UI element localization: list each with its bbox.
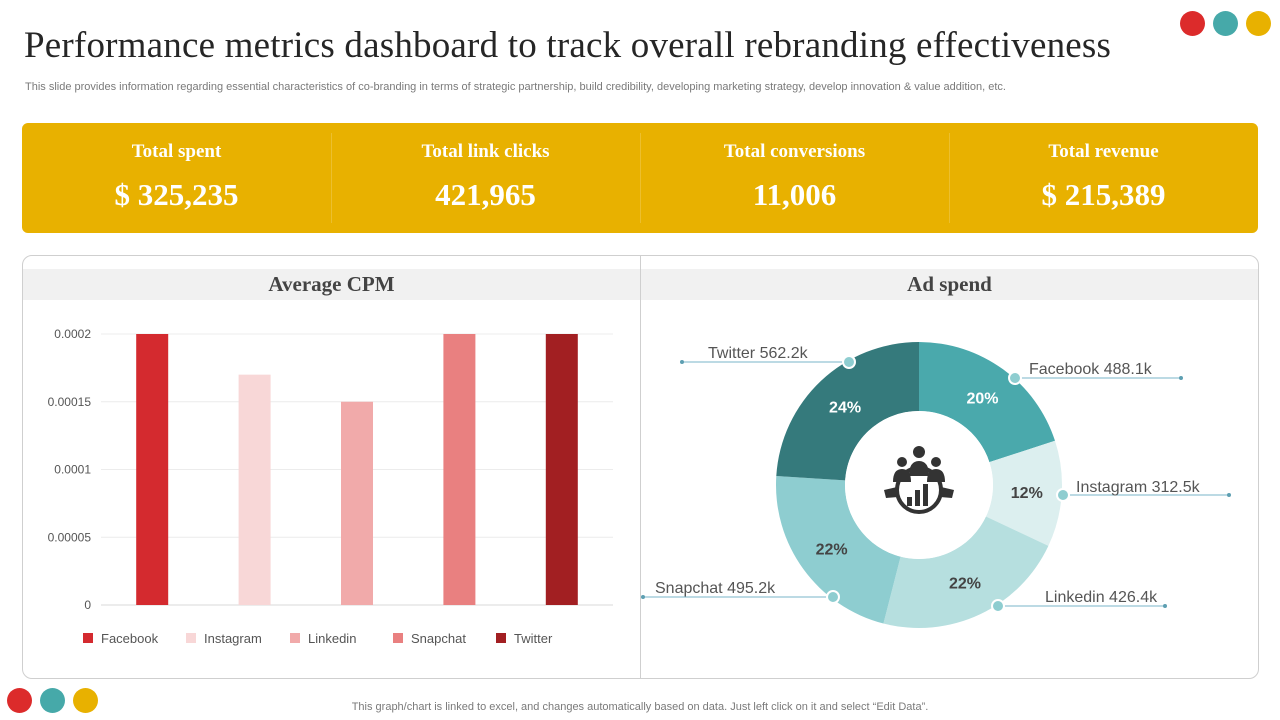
decor-dot-teal bbox=[1213, 11, 1238, 36]
leader-dot-instagram bbox=[1056, 488, 1070, 502]
slice-twitter bbox=[776, 342, 919, 481]
kpi-label: Total conversions bbox=[723, 141, 866, 162]
kpi-value: $ 215,389 bbox=[1041, 177, 1166, 212]
callout-label-instagram: Instagram 312.5k bbox=[1076, 479, 1201, 496]
slice-percent-facebook: 20% bbox=[966, 391, 998, 408]
legend-swatch-linkedin bbox=[290, 633, 300, 643]
y-tick-label: 0.00005 bbox=[48, 530, 92, 544]
slice-percent-twitter: 24% bbox=[829, 399, 861, 416]
bar-facebook bbox=[136, 334, 169, 605]
decor-dot-red bbox=[1180, 11, 1205, 36]
kpi-value: 421,965 bbox=[435, 177, 536, 212]
bar-snapchat bbox=[443, 334, 476, 605]
kpi-label: Total revenue bbox=[1048, 141, 1159, 162]
bar-instagram bbox=[238, 374, 271, 605]
decor-dot-gold bbox=[1246, 11, 1271, 36]
bar-linkedin bbox=[341, 401, 373, 605]
leader-end-facebook bbox=[1179, 376, 1183, 380]
kpi-total-revenue: Total revenue $ 215,389 bbox=[949, 123, 1258, 233]
y-tick-label: 0 bbox=[84, 598, 91, 612]
ad-spend-donut-chart[interactable]: 20% 12% 22% 22% 24% Facebook 488.1k Instagram … bbox=[641, 305, 1257, 675]
decor-dots-bottom bbox=[7, 688, 98, 713]
legend-label-instagram: Instagram bbox=[204, 631, 262, 646]
decor-dot-gold bbox=[73, 688, 98, 713]
slice-percent-instagram: 12% bbox=[1011, 485, 1043, 502]
legend-swatch-instagram bbox=[186, 633, 196, 643]
y-tick-label: 0.00015 bbox=[48, 395, 92, 409]
kpi-label: Total spent bbox=[131, 141, 222, 162]
slice-percent-snapchat: 22% bbox=[816, 541, 848, 558]
kpi-value: 11,006 bbox=[752, 177, 837, 212]
decor-dot-red bbox=[7, 688, 32, 713]
callout-label-linkedin: Linkedin 426.4k bbox=[1045, 589, 1158, 606]
legend-label-snapchat: Snapchat bbox=[411, 631, 466, 646]
leader-dot-facebook bbox=[1008, 371, 1022, 385]
leader-end-instagram bbox=[1227, 493, 1231, 497]
leader-dot-twitter bbox=[842, 355, 856, 369]
callout-label-twitter: Twitter 562.2k bbox=[708, 345, 809, 362]
kpi-total-link-clicks: Total link clicks 421,965 bbox=[331, 123, 640, 233]
panel-divider bbox=[640, 255, 641, 679]
slice-instagram bbox=[985, 440, 1062, 546]
leader-end-snapchat bbox=[641, 595, 645, 599]
legend-label-facebook: Facebook bbox=[101, 631, 159, 646]
decor-dots-top bbox=[1180, 11, 1271, 36]
kpi-value: $ 325,235 bbox=[114, 177, 239, 212]
callout-label-snapchat: Snapchat 495.2k bbox=[655, 580, 776, 597]
team-growth-icon bbox=[884, 446, 954, 514]
legend-swatch-snapchat bbox=[393, 633, 403, 643]
footer-note: This graph/chart is linked to excel, and… bbox=[351, 701, 929, 713]
legend-label-linkedin: Linkedin bbox=[308, 631, 356, 646]
leader-end-twitter bbox=[680, 360, 684, 364]
callout-label-facebook: Facebook 488.1k bbox=[1029, 361, 1153, 378]
y-tick-label: 0.0001 bbox=[54, 463, 91, 477]
legend-swatch-facebook bbox=[83, 633, 93, 643]
page-title: Performance metrics dashboard to track o… bbox=[24, 25, 1112, 66]
average-cpm-chart[interactable]: 0 0.00005 0.0001 0.00015 0.0002 Facebook Insta… bbox=[23, 305, 638, 675]
leader-end-linkedin bbox=[1163, 604, 1167, 608]
leader-dot-snapchat bbox=[826, 590, 840, 604]
kpi-label: Total link clicks bbox=[421, 141, 550, 162]
decor-dot-teal bbox=[40, 688, 65, 713]
page-subtitle: This slide provides information regardin… bbox=[25, 81, 1006, 93]
y-tick-label: 0.0002 bbox=[54, 327, 91, 341]
ad-spend-panel-title: Ad spend bbox=[641, 269, 1258, 300]
kpi-banner: Total spent $ 325,235 Total link clicks … bbox=[22, 123, 1258, 233]
cpm-panel-title: Average CPM bbox=[23, 269, 640, 300]
slice-snapchat bbox=[776, 476, 901, 624]
kpi-total-spent: Total spent $ 325,235 bbox=[22, 123, 331, 233]
leader-dot-linkedin bbox=[991, 599, 1005, 613]
slice-linkedin bbox=[883, 516, 1049, 628]
kpi-total-conversions: Total conversions 11,006 bbox=[640, 123, 949, 233]
bar-twitter bbox=[545, 334, 578, 605]
slice-percent-linkedin: 22% bbox=[949, 576, 981, 593]
slice-facebook bbox=[919, 342, 1056, 463]
legend-swatch-twitter bbox=[496, 633, 506, 643]
legend-label-twitter: Twitter bbox=[514, 631, 553, 646]
donut-hole bbox=[845, 411, 993, 559]
